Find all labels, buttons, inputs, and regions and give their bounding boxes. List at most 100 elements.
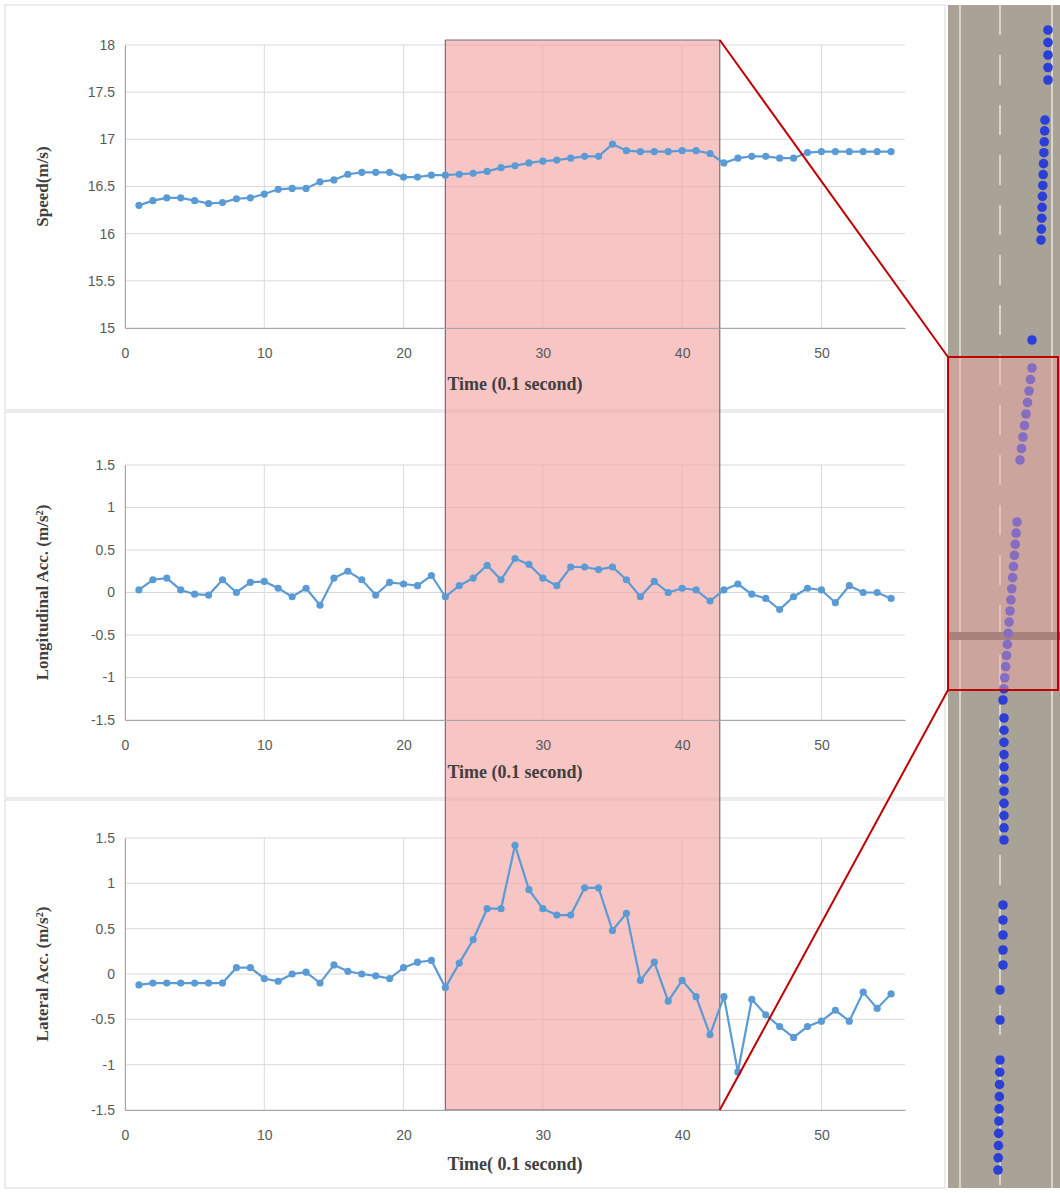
x-tick: 30 [536,328,552,361]
y-tick-label: 1.5 [96,457,116,473]
data-point [302,585,309,592]
x-tick: 40 [675,328,691,361]
data-point [887,595,894,602]
data-point [219,979,226,986]
data-point [428,957,435,964]
data-point [887,148,894,155]
y-tick-label: 16.5 [88,178,115,194]
data-point [275,585,282,592]
y-tick: 18 [99,37,125,53]
data-point [344,171,351,178]
data-point [595,884,602,891]
data-point [497,576,504,583]
data-point [818,1018,825,1025]
data-point [595,153,602,160]
y-tick: 1.5 [96,830,125,846]
x-axis-title: Time (0.1 second) [447,374,582,395]
data-point [846,148,853,155]
y-axis: -1.5-1-0.500.511.5 [91,830,126,1118]
data-point [748,153,755,160]
data-point [706,597,713,604]
trajectory-dot [1037,202,1047,212]
data-point [539,905,546,912]
data-point [651,578,658,585]
data-point [316,602,323,609]
trajectory-dot [998,695,1008,705]
data-point [790,155,797,162]
data-point [539,574,546,581]
data-point [372,591,379,598]
data-point [149,979,156,986]
data-point [679,977,686,984]
data-point [316,979,323,986]
y-axis-title: Speed(m/s) [33,146,52,226]
data-point [623,147,630,154]
x-tick-label: 50 [814,737,830,753]
y-tick-label: -1 [103,1057,116,1073]
data-point [289,970,296,977]
trajectory-dot [995,1055,1005,1065]
x-tick: 10 [257,1110,273,1143]
data-point [219,576,226,583]
data-point [456,582,463,589]
data-point [428,172,435,179]
data-point [177,979,184,986]
trajectory-dot [994,1116,1004,1126]
data-point [135,981,142,988]
x-tick-label: 40 [675,345,691,361]
data-point [400,964,407,971]
data-point [553,582,560,589]
trajectory-dot [999,713,1009,723]
x-tick: 20 [396,720,412,753]
x-tick-label: 10 [257,345,273,361]
trajectory-dot [1037,224,1047,234]
data-point [637,593,644,600]
x-tick-label: 20 [396,737,412,753]
y-tick-label: 18 [99,37,115,53]
x-tick: 40 [675,1110,691,1143]
y-tick: 15 [99,320,125,336]
data-point [219,199,226,206]
data-point [776,606,783,613]
trajectory-dot [999,774,1009,784]
y-tick-label: 1.5 [96,830,116,846]
x-tick-label: 20 [396,1127,412,1143]
data-point [692,993,699,1000]
y-tick: -1 [103,1057,125,1073]
data-point [609,563,616,570]
data-point [205,591,212,598]
x-tick-label: 10 [257,737,273,753]
x-tick: 10 [257,328,273,361]
x-tick-label: 40 [675,737,691,753]
data-line [139,845,891,1072]
highlight-edge [719,40,720,465]
data-point [470,574,477,581]
x-tick: 50 [814,720,830,753]
y-tick-label: 1 [107,499,115,515]
y-axis: 1515.51616.51717.518 [88,37,126,336]
data-point [860,148,867,155]
trajectory-dot [1043,50,1053,60]
y-tick-label: 0 [107,966,115,982]
data-point [442,984,449,991]
data-point [818,148,825,155]
data-point [470,936,477,943]
trajectory-dot [1038,181,1048,191]
grid-line [264,465,265,720]
x-axis-line [126,720,906,721]
data-line [139,144,891,205]
data-point [163,979,170,986]
y-tick-label: -1.5 [91,1102,115,1118]
y-tick-label: 15 [99,320,115,336]
highlight-edge [445,838,446,1110]
data-point [149,576,156,583]
trajectory-dot [1043,25,1053,35]
background-layer [5,5,945,1188]
data-point [316,178,323,185]
trajectory-dot [1043,38,1053,48]
data-point [776,1023,783,1030]
highlight-edge [445,465,446,838]
x-tick: 40 [675,720,691,753]
grid-line [125,1110,905,1111]
zoom-layer [720,40,1058,1110]
